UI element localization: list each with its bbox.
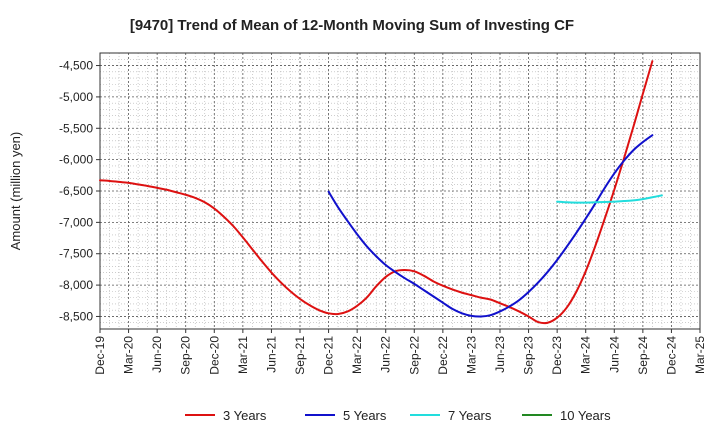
x-tick-label: Jun-24 [607, 336, 621, 373]
x-tick-label: Mar-22 [350, 336, 364, 374]
x-tick-label: Dec-23 [550, 336, 564, 375]
x-tick-label: Mar-23 [464, 336, 478, 374]
x-tick-label: Sep-23 [522, 336, 536, 375]
x-tick-label: Dec-21 [322, 336, 336, 375]
legend-label-7-years: 7 Years [448, 408, 492, 423]
y-axis-label: Amount (million yen) [8, 132, 23, 251]
series-line-3-years [99, 60, 654, 325]
x-tick-label: Sep-21 [293, 336, 307, 375]
y-tick-label: -8,500 [59, 309, 93, 323]
y-tick-label: -7,500 [59, 247, 93, 261]
chart-title: [9470] Trend of Mean of 12-Month Moving … [130, 17, 574, 34]
legend: 3 Years 5 Years 7 Years 10 Years [185, 408, 611, 423]
x-tick-label: Sep-22 [407, 336, 421, 375]
x-tick-label: Dec-24 [664, 336, 678, 375]
x-tick-label: Dec-20 [207, 336, 221, 375]
legend-label-10-years: 10 Years [560, 408, 611, 423]
x-tick-label: Dec-19 [93, 336, 107, 375]
x-tick-label: Jun-20 [150, 336, 164, 373]
legend-label-3-years: 3 Years [223, 408, 267, 423]
grid-lines [100, 52, 700, 330]
y-tick-label: -5,000 [59, 90, 93, 104]
x-tick-label: Sep-20 [179, 336, 193, 375]
y-tick-label: -7,000 [59, 215, 93, 229]
series-line-7-years [556, 194, 663, 204]
x-tick-label: Dec-22 [436, 336, 450, 375]
x-tick-label: Mar-20 [122, 336, 136, 374]
y-tick-label: -4,500 [59, 59, 93, 73]
y-tick-label: -8,000 [59, 278, 93, 292]
y-tick-label: -6,000 [59, 153, 93, 167]
x-tick-label: Jun-23 [493, 336, 507, 373]
x-tick-label: Sep-24 [636, 336, 650, 375]
x-tick-label: Mar-24 [579, 336, 593, 374]
x-tick-label: Mar-25 [693, 336, 707, 374]
x-tick-label: Jun-22 [379, 336, 393, 373]
x-axis-ticks: Dec-19 Mar-20 Jun-20 Sep-20 Dec-20 Mar-21 Jun-… [93, 329, 707, 375]
series-lines [99, 60, 663, 325]
legend-label-5-years: 5 Years [343, 408, 387, 423]
y-tick-label: -6,500 [59, 184, 93, 198]
x-tick-label: Jun-21 [264, 336, 278, 373]
y-tick-label: -5,500 [59, 121, 93, 135]
series-line-5-years [327, 134, 654, 318]
y-axis-ticks: -4,500 -5,000 -5,500 -6,000 -6,500 -7,000 -7,5… [59, 59, 100, 323]
x-tick-label: Mar-21 [236, 336, 250, 374]
